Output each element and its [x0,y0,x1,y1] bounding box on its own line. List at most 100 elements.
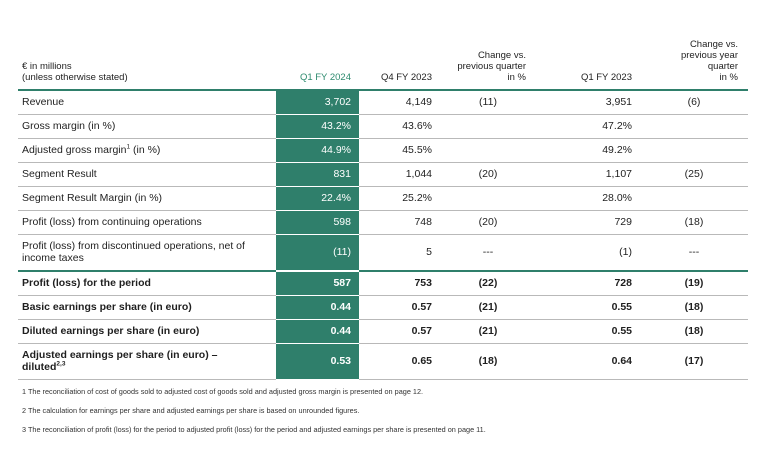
header-q1-fy2024: Q1 FY 2024 [299,72,351,83]
row-label: Adjusted gross margin1 (in %) [18,138,276,163]
header-chg-y-line3: quarter [707,61,738,72]
table-row-segment-result-margin: Segment Result Margin (in %) 22.4% 25.2%… [18,186,748,211]
cell-q1-fy2023: 0.55 [536,319,640,344]
cell-change-quarter [440,138,536,163]
cell-q1-fy2024: 43.2% [276,114,359,139]
cell-q4-fy2023: 0.57 [359,295,440,320]
cell-change-year: (18) [640,319,748,344]
row-label-text: Adjusted gross margin [22,144,127,156]
cell-change-quarter: (20) [440,162,536,187]
header-chg-q-line1: Change vs. [477,50,526,61]
cell-q1-fy2023: 49.2% [536,138,640,163]
cell-change-quarter [440,114,536,139]
cell-q1-fy2023: 0.64 [536,343,640,380]
table-row-diluted-eps: Diluted earnings per share (in euro) 0.4… [18,319,748,344]
header-change-prev-quarter: Change vs. previous quarter in % [440,0,536,90]
footnote-1: 1 The reconciliation of cost of goods so… [22,387,424,396]
footnotes: 1 The reconciliation of cost of goods so… [22,386,752,443]
table-row-revenue: Revenue 3,702 4,149 (11) 3,951 (6) [18,89,748,115]
cell-q1-fy2023: 728 [536,271,640,296]
table-row-basic-eps: Basic earnings per share (in euro) 0.44 … [18,295,748,320]
cell-q4-fy2023: 748 [359,210,440,235]
row-label: Revenue [18,89,276,115]
cell-q1-fy2024: 831 [276,162,359,187]
cell-change-quarter: (11) [440,89,536,115]
header-chg-y-line2: previous year [680,50,738,61]
row-label: Profit (loss) from continuing operations [18,210,276,235]
cell-q4-fy2023: 0.57 [359,319,440,344]
cell-change-year: (25) [640,162,748,187]
footnote-2: 2 The calculation for earnings per share… [22,406,360,415]
footnote-ref: 1 [126,143,131,151]
cell-change-quarter: (22) [440,271,536,296]
header-q1-fy2023: Q1 FY 2023 [580,72,632,83]
cell-change-year [640,186,748,211]
financial-summary-table: € in millions (unless otherwise stated) … [18,0,748,380]
cell-q1-fy2023: 729 [536,210,640,235]
cell-change-year: (17) [640,343,748,380]
cell-q1-fy2023: 47.2% [536,114,640,139]
cell-q4-fy2023: 0.65 [359,343,440,380]
cell-q4-fy2023: 25.2% [359,186,440,211]
footnote-3: 3 The reconciliation of profit (loss) fo… [22,425,486,434]
row-label: Profit (loss) from discontinued operatio… [18,234,276,272]
cell-q1-fy2024: 0.53 [276,343,359,380]
cell-change-year [640,114,748,139]
row-label-suffix: (in %) [130,144,161,156]
cell-q4-fy2023: 5 [359,234,440,272]
cell-q4-fy2023: 43.6% [359,114,440,139]
cell-change-year [640,138,748,163]
cell-change-year: (18) [640,295,748,320]
row-label: Gross margin (in %) [18,114,276,139]
cell-change-quarter: --- [440,234,536,272]
cell-change-quarter: (18) [440,343,536,380]
table-row-profit-continuing: Profit (loss) from continuing operations… [18,210,748,235]
financial-table-container: € in millions (unless otherwise stated) … [18,0,748,380]
table-row-segment-result: Segment Result 831 1,044 (20) 1,107 (25) [18,162,748,187]
table-row-adjusted-eps-diluted: Adjusted earnings per share (in euro) – … [18,343,748,380]
header-units-label: € in millions (unless otherwise stated) [18,0,276,90]
cell-q1-fy2023: 1,107 [536,162,640,187]
row-label-text: Adjusted earnings per share (in euro) – … [22,349,218,373]
cell-change-year: (6) [640,89,748,115]
table-row-gross-margin: Gross margin (in %) 43.2% 43.6% 47.2% [18,114,748,139]
header-q4-fy2023: Q4 FY 2023 [380,72,432,83]
cell-q1-fy2024: 22.4% [276,186,359,211]
header-chg-y-line1: Change vs. [689,39,738,50]
row-label: Basic earnings per share (in euro) [18,295,276,320]
cell-q1-fy2023: 3,951 [536,89,640,115]
cell-q1-fy2024: 44.9% [276,138,359,163]
footnote-ref: 2,3 [56,360,66,368]
header-chg-y-line4: in % [719,72,738,83]
cell-q4-fy2023: 4,149 [359,89,440,115]
cell-q4-fy2023: 753 [359,271,440,296]
cell-change-quarter: (21) [440,319,536,344]
cell-q1-fy2024: 0.44 [276,295,359,320]
row-label: Adjusted earnings per share (in euro) – … [18,343,276,380]
row-label: Segment Result [18,162,276,187]
header-chg-q-line2: previous quarter [457,61,526,72]
table-row-adjusted-gross-margin: Adjusted gross margin1 (in %) 44.9% 45.5… [18,138,748,163]
cell-q4-fy2023: 1,044 [359,162,440,187]
table-row-profit-discontinued: Profit (loss) from discontinued operatio… [18,234,748,272]
cell-change-quarter [440,186,536,211]
cell-q1-fy2024: 3,702 [276,89,359,115]
cell-change-quarter: (21) [440,295,536,320]
cell-q1-fy2024: 587 [276,271,359,296]
cell-q1-fy2023: 28.0% [536,186,640,211]
cell-q1-fy2024: 0.44 [276,319,359,344]
cell-change-year: (19) [640,271,748,296]
cell-q1-fy2023: (1) [536,234,640,272]
cell-q4-fy2023: 45.5% [359,138,440,163]
row-label: Profit (loss) for the period [18,271,276,296]
header-change-prev-year: Change vs. previous year quarter in % [640,0,748,90]
cell-q1-fy2024: (11) [276,234,359,272]
row-label: Diluted earnings per share (in euro) [18,319,276,344]
cell-change-year: --- [640,234,748,272]
cell-q1-fy2023: 0.55 [536,295,640,320]
table-row-profit-period: Profit (loss) for the period 587 753 (22… [18,271,748,296]
cell-q1-fy2024: 598 [276,210,359,235]
header-chg-q-line3: in % [507,72,526,83]
cell-change-quarter: (20) [440,210,536,235]
row-label: Segment Result Margin (in %) [18,186,276,211]
